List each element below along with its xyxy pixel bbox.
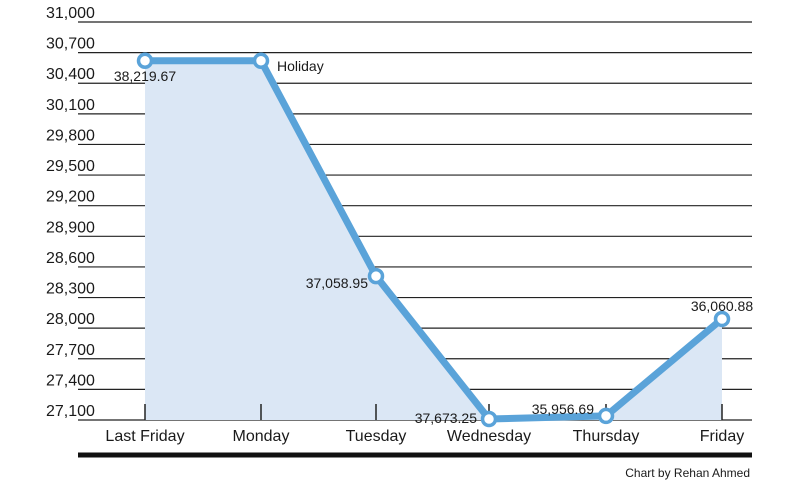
data-label: 38,219.67 (114, 68, 176, 84)
data-point (252, 52, 270, 70)
y-tick-label: 28,600 (46, 250, 95, 267)
series-line-layer (141, 57, 726, 423)
y-tick-label: 30,700 (46, 36, 95, 53)
x-tick-label: Last Friday (105, 428, 184, 445)
data-point (713, 310, 731, 328)
y-tick-label: 29,200 (46, 189, 95, 206)
data-label: Holiday (277, 58, 324, 74)
y-tick-label: 30,400 (46, 66, 95, 83)
x-tick-label: Tuesday (346, 428, 407, 445)
y-tick-label: 28,000 (46, 311, 95, 328)
y-tick-label: 29,500 (46, 158, 95, 175)
y-tick-label: 27,700 (46, 342, 95, 359)
x-tick-label: Thursday (573, 428, 640, 445)
y-tick-label: 28,300 (46, 281, 95, 298)
y-tick-label: 29,800 (46, 127, 95, 144)
data-points (136, 52, 731, 428)
chart-credit: Chart by Rehan Ahmed (625, 466, 750, 480)
y-tick-label: 31,000 (46, 5, 95, 22)
y-tick-label: 28,900 (46, 219, 95, 236)
x-tick-label: Monday (233, 428, 290, 445)
data-label: 35,956.69 (532, 401, 594, 417)
area-fill (145, 60, 722, 421)
area-fill-layer (145, 60, 722, 421)
data-labels: 38,219.67 Holiday 37,058.95 37,673.25 35,956… (114, 58, 753, 426)
x-tick-label: Friday (700, 428, 744, 445)
x-tick-label: Wednesday (447, 428, 531, 445)
y-tick-label: 30,100 (46, 97, 95, 114)
y-tick-label: 27,100 (46, 403, 95, 420)
series-line (141, 57, 726, 423)
data-point (597, 407, 615, 425)
data-point (480, 410, 498, 428)
data-point (136, 52, 154, 70)
data-point (367, 267, 385, 285)
data-label: 36,060.88 (691, 298, 753, 314)
y-tick-label: 27,400 (46, 372, 95, 389)
y-axis-ticks: 31,000 30,700 30,400 30,100 29,800 29,500 29,2… (46, 5, 95, 420)
data-label: 37,058.95 (306, 275, 368, 291)
data-label: 37,673.25 (415, 410, 477, 426)
